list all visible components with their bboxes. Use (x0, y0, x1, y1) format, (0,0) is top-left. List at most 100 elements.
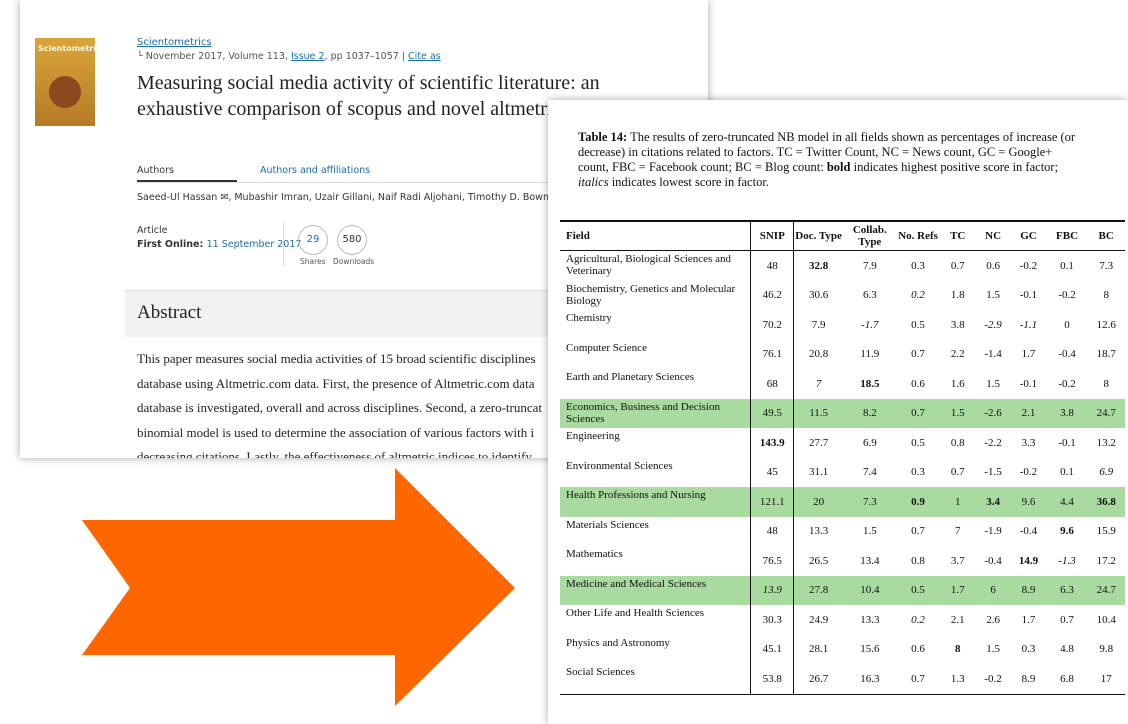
value-cell: 1.5 (976, 281, 1010, 311)
value-cell: 6.3 (1047, 576, 1088, 606)
value-cell: 121.1 (751, 487, 794, 517)
page: Scientometrics Scientometrics └ November… (0, 0, 1128, 724)
value-cell: 70.2 (751, 310, 794, 340)
table-row: Environmental Sciences4531.17.40.30.7-1.… (560, 458, 1125, 488)
value-cell: 16.3 (843, 664, 897, 694)
field-cell: Agricultural, Biological Sciences and Ve… (560, 251, 751, 281)
value-cell: 6.9 (1087, 458, 1125, 488)
value-cell: 45 (751, 458, 794, 488)
header-row: FieldSNIPDoc. TypeCollab. TypeNo. RefsTC… (560, 221, 1125, 251)
table-row: Economics, Business and Decision Science… (560, 399, 1125, 429)
value-cell: 0.8 (939, 428, 975, 458)
value-cell: 1.6 (939, 369, 975, 399)
value-cell: 53.8 (751, 664, 794, 694)
caption-bold-word: bold (827, 160, 851, 174)
value-cell: 2.1 (1010, 399, 1046, 429)
value-cell: 0.7 (897, 399, 940, 429)
value-cell: 3.7 (939, 546, 975, 576)
value-cell: 26.5 (794, 546, 843, 576)
value-cell: 0.7 (939, 251, 975, 281)
value-cell: -0.4 (1010, 517, 1046, 547)
value-cell: 0.1 (1047, 251, 1088, 281)
value-cell: 0.3 (897, 251, 940, 281)
value-cell: 13.3 (794, 517, 843, 547)
value-cell: 68 (751, 369, 794, 399)
caption-label: Table 14: (578, 130, 627, 144)
value-cell: -0.1 (1010, 281, 1046, 311)
table-row: Biochemistry, Genetics and Molecular Bio… (560, 281, 1125, 311)
value-cell: 7.4 (843, 458, 897, 488)
value-cell: 0.5 (897, 576, 940, 606)
column-header: TC (939, 221, 975, 251)
value-cell: -2.6 (976, 399, 1010, 429)
value-cell: 9.6 (1047, 517, 1088, 547)
field-cell: Social Sciences (560, 664, 751, 694)
value-cell: 11.9 (843, 340, 897, 370)
value-cell: 10.4 (843, 576, 897, 606)
value-cell: 9.8 (1087, 635, 1125, 665)
value-cell: 1.7 (1010, 605, 1046, 635)
value-cell: 2.1 (939, 605, 975, 635)
value-cell: 18.5 (843, 369, 897, 399)
value-cell: 0.9 (897, 487, 940, 517)
value-cell: 13.9 (751, 576, 794, 606)
value-cell: 6.9 (843, 428, 897, 458)
value-cell: 48 (751, 517, 794, 547)
value-cell: 15.6 (843, 635, 897, 665)
table-row: Earth and Planetary Sciences68718.50.61.… (560, 369, 1125, 399)
value-cell: 0.7 (897, 517, 940, 547)
column-header: BC (1087, 221, 1125, 251)
value-cell: 7.9 (794, 310, 843, 340)
field-cell: Earth and Planetary Sciences (560, 369, 751, 399)
value-cell: 1.5 (843, 517, 897, 547)
value-cell: 4.8 (1047, 635, 1088, 665)
value-cell: 46.2 (751, 281, 794, 311)
value-cell: 0.3 (897, 458, 940, 488)
value-cell: -0.1 (1047, 428, 1088, 458)
value-cell: 1.7 (939, 576, 975, 606)
field-cell: Engineering (560, 428, 751, 458)
value-cell: 7.3 (1087, 251, 1125, 281)
value-cell: 0.7 (897, 340, 940, 370)
value-cell: 9.6 (1010, 487, 1046, 517)
value-cell: 0.7 (1047, 605, 1088, 635)
value-cell: -1.5 (976, 458, 1010, 488)
arrow-layer (0, 0, 548, 724)
value-cell: 31.1 (794, 458, 843, 488)
field-cell: Other Life and Health Sciences (560, 605, 751, 635)
column-header: No. Refs (897, 221, 940, 251)
value-cell: -0.4 (976, 546, 1010, 576)
field-cell: Medicine and Medical Sciences (560, 576, 751, 606)
value-cell: 3.8 (939, 310, 975, 340)
field-cell: Materials Sciences (560, 517, 751, 547)
column-header: Doc. Type (794, 221, 843, 251)
value-cell: 12.6 (1087, 310, 1125, 340)
value-cell: 49.5 (751, 399, 794, 429)
value-cell: 7.9 (843, 251, 897, 281)
value-cell: 2.2 (939, 340, 975, 370)
value-cell: 20 (794, 487, 843, 517)
value-cell: 14.9 (1010, 546, 1046, 576)
value-cell: 8 (1087, 369, 1125, 399)
field-cell: Computer Science (560, 340, 751, 370)
table-caption: Table 14: The results of zero-truncated … (578, 130, 1078, 190)
value-cell: 7 (939, 517, 975, 547)
column-header: SNIP (751, 221, 794, 251)
value-cell: 0.6 (976, 251, 1010, 281)
value-cell: -0.1 (1010, 369, 1046, 399)
caption-middle: indicates highest positive score in fact… (850, 160, 1058, 174)
value-cell: -1.3 (1047, 546, 1088, 576)
value-cell: -0.2 (976, 664, 1010, 694)
value-cell: 0.5 (897, 310, 940, 340)
value-cell: -0.2 (1047, 281, 1088, 311)
value-cell: 28.1 (794, 635, 843, 665)
value-cell: 24.9 (794, 605, 843, 635)
value-cell: 76.1 (751, 340, 794, 370)
value-cell: -0.4 (1047, 340, 1088, 370)
column-header: Field (560, 221, 751, 251)
value-cell: 15.9 (1087, 517, 1125, 547)
column-header: FBC (1047, 221, 1088, 251)
value-cell: 3.3 (1010, 428, 1046, 458)
value-cell: -0.2 (1010, 251, 1046, 281)
